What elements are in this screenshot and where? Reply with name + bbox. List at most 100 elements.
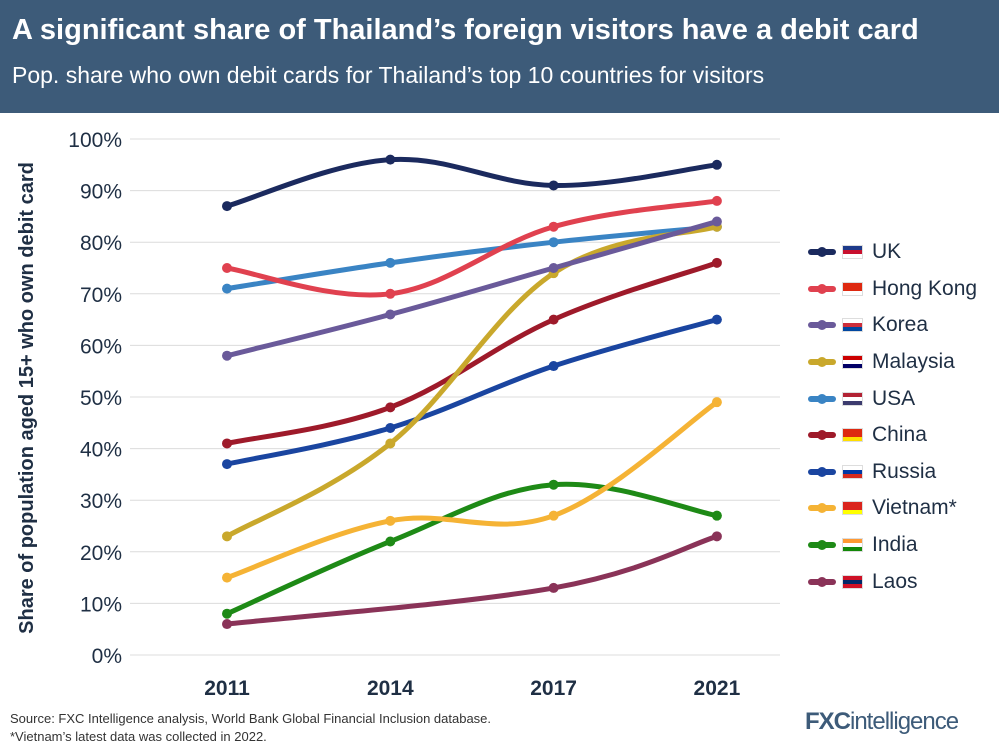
flag-icon xyxy=(842,574,863,589)
y-tick-label: 40% xyxy=(80,439,122,462)
legend-label: USA xyxy=(872,386,916,410)
data-point xyxy=(222,438,232,449)
data-point xyxy=(222,619,232,630)
data-point xyxy=(548,237,559,248)
x-tick-label: 2011 xyxy=(204,677,250,700)
flag-icon xyxy=(842,538,863,553)
y-tick-label: 0% xyxy=(92,645,122,668)
legend-label: India xyxy=(872,533,918,557)
series-line-usa xyxy=(224,224,720,292)
data-point xyxy=(711,257,722,268)
data-point xyxy=(385,309,396,320)
data-point xyxy=(222,283,232,294)
legend-label: Korea xyxy=(872,313,929,337)
legend-label: Malaysia xyxy=(872,350,955,374)
legend-label: China xyxy=(872,423,927,447)
series-line-china xyxy=(224,260,720,446)
legend-swatch xyxy=(808,393,836,404)
y-tick-label: 20% xyxy=(80,542,122,565)
data-point xyxy=(548,361,559,372)
data-point xyxy=(385,402,396,413)
legend-item: Hong Kong xyxy=(808,271,977,308)
y-tick-label: 100% xyxy=(68,129,122,152)
data-point xyxy=(222,572,232,583)
data-point xyxy=(385,422,396,433)
legend-swatch xyxy=(808,503,836,514)
data-point xyxy=(548,314,559,325)
data-point xyxy=(222,459,232,470)
x-tick-label: 2014 xyxy=(367,677,414,700)
y-tick-label: 90% xyxy=(80,181,122,204)
legend-item: Malaysia xyxy=(808,344,977,381)
legend-swatch xyxy=(808,576,836,587)
legend-item: USA xyxy=(808,380,977,417)
data-point xyxy=(548,221,559,232)
footnote-text: *Vietnam’s latest data was collected in … xyxy=(10,729,267,744)
series-line-russia xyxy=(224,317,720,467)
legend-swatch xyxy=(808,320,836,331)
data-point xyxy=(548,582,559,593)
legend-swatch xyxy=(808,466,836,477)
series-line-vietnam- xyxy=(224,399,720,581)
y-tick-label: 60% xyxy=(80,335,122,358)
series-line-laos xyxy=(224,533,720,627)
y-tick-label: 30% xyxy=(80,490,122,513)
y-tick-label: 70% xyxy=(80,284,122,307)
legend-item: Korea xyxy=(808,307,977,344)
legend-item: India xyxy=(808,527,977,564)
legend-item: Laos xyxy=(808,563,977,600)
flag-icon xyxy=(842,318,863,333)
data-point xyxy=(711,531,722,542)
y-axis-label: Share of population aged 15+ who own deb… xyxy=(16,162,38,634)
data-point xyxy=(222,201,232,212)
header: A significant share of Thailand’s foreig… xyxy=(0,0,999,113)
legend-item: China xyxy=(808,417,977,454)
flag-icon xyxy=(842,464,863,479)
series-line-uk xyxy=(224,156,720,209)
flag-icon xyxy=(842,501,863,516)
legend-label: UK xyxy=(872,240,902,264)
data-point xyxy=(385,257,396,268)
data-point xyxy=(548,479,559,490)
data-point xyxy=(548,263,559,273)
legend: UK Hong Kong Korea Malaysia USA China Russia Vi… xyxy=(808,234,977,600)
legend-item: Vietnam* xyxy=(808,490,977,527)
data-point xyxy=(711,397,722,408)
series-line-korea xyxy=(224,219,720,359)
legend-item: UK xyxy=(808,234,977,271)
source-text: Source: FXC Intelligence analysis, World… xyxy=(10,711,492,726)
data-point xyxy=(711,216,722,227)
data-point xyxy=(548,510,559,521)
legend-swatch xyxy=(808,247,836,258)
x-tick-label: 2017 xyxy=(530,677,577,700)
series-line-malaysia xyxy=(224,224,720,539)
legend-label: Vietnam* xyxy=(872,496,957,520)
legend-swatch xyxy=(808,357,836,368)
source-note: Source: FXC Intelligence analysis, World… xyxy=(10,710,491,746)
data-point xyxy=(385,288,396,299)
series-line-hong-kong xyxy=(224,198,720,298)
data-point xyxy=(385,154,396,165)
data-point xyxy=(385,515,396,526)
legend-item: Russia xyxy=(808,454,977,491)
chart-title: A significant share of Thailand’s foreig… xyxy=(12,14,919,46)
legend-label: Russia xyxy=(872,459,937,483)
logo-light-text: intelligence xyxy=(850,708,959,735)
fxc-logo: FXCintelligence xyxy=(805,708,959,736)
data-point xyxy=(548,180,559,191)
data-point xyxy=(711,314,722,325)
y-tick-label: 80% xyxy=(80,232,122,255)
data-point xyxy=(222,531,232,542)
y-tick-label: 50% xyxy=(80,387,122,410)
data-point xyxy=(222,263,232,273)
legend-swatch xyxy=(808,283,836,294)
legend-label: Hong Kong xyxy=(872,276,978,300)
flag-icon xyxy=(842,245,863,260)
legend-swatch xyxy=(808,540,836,551)
data-point xyxy=(711,510,722,521)
flag-icon xyxy=(842,355,863,370)
series-line-india xyxy=(224,481,720,617)
flag-icon xyxy=(842,391,863,406)
x-tick-label: 2021 xyxy=(694,677,741,700)
